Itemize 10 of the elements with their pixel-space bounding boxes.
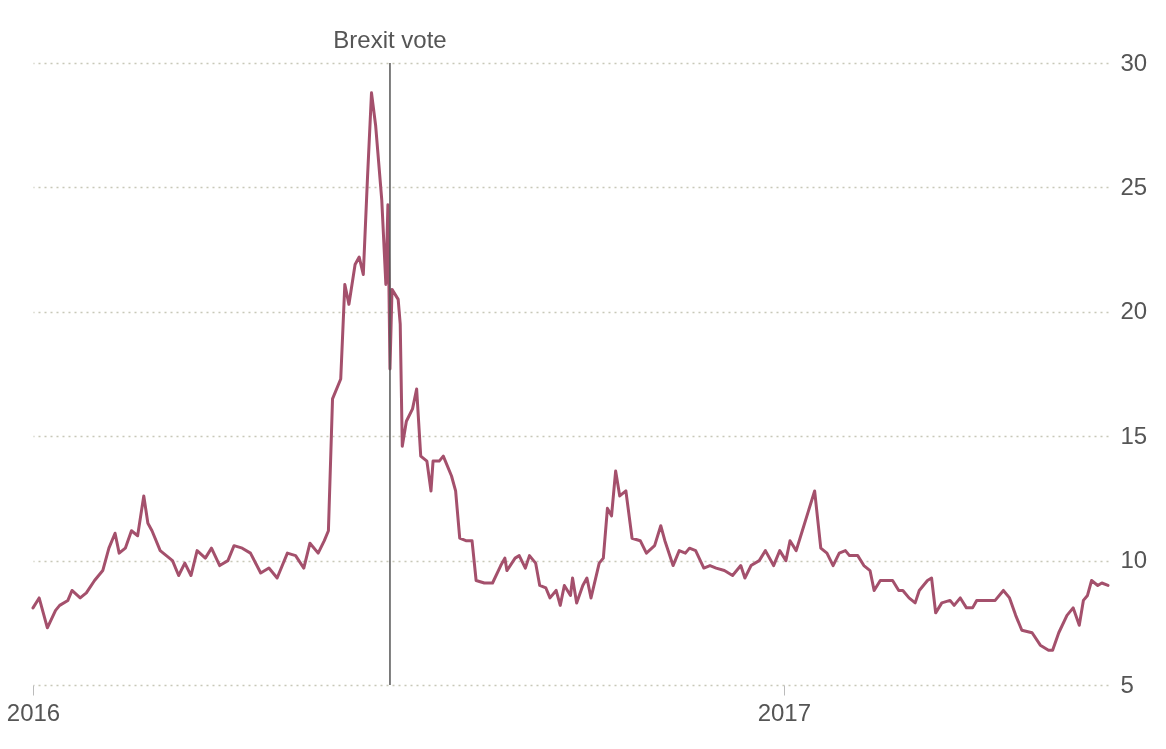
x-tick-label: 2017 [757, 698, 812, 726]
line-series [31, 91, 1110, 652]
ref-line-label: Brexit vote [333, 26, 447, 53]
y-tick-label: 20 [1120, 297, 1148, 325]
x-tick-label: 2016 [6, 698, 61, 726]
y-tick-label: 25 [1120, 172, 1148, 200]
y-tick-label: 15 [1120, 421, 1148, 449]
y-tick-label: 30 [1120, 48, 1148, 76]
y-tick-label: 5 [1120, 670, 1134, 698]
y-tick-label: 10 [1120, 546, 1148, 574]
